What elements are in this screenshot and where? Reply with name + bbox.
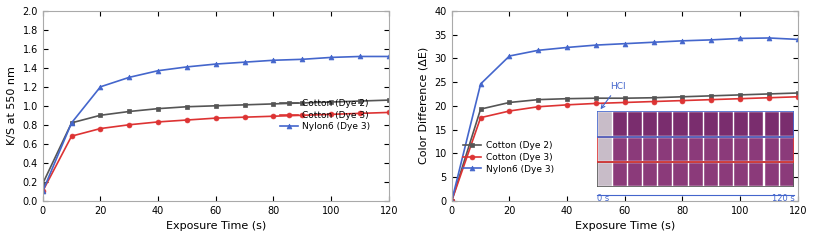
Cotton (Dye 2)	[735, 94, 745, 96]
Line: Cotton (Dye 2): Cotton (Dye 2)	[449, 90, 800, 203]
Y-axis label: Color Difference (ΔE): Color Difference (ΔE)	[419, 47, 429, 164]
Nylon6 (Dye 3)	[764, 37, 774, 40]
Cotton (Dye 2)	[67, 121, 77, 124]
Cotton (Dye 2)	[125, 110, 134, 113]
Cotton (Dye 3)	[707, 98, 716, 101]
Cotton (Dye 3)	[297, 114, 307, 117]
Nylon6 (Dye 3)	[649, 41, 659, 44]
X-axis label: Exposure Time (s): Exposure Time (s)	[575, 221, 675, 231]
Cotton (Dye 2)	[384, 99, 394, 102]
Nylon6 (Dye 3)	[355, 55, 365, 58]
Legend: Cotton (Dye 2), Cotton (Dye 3), Nylon6 (Dye 3): Cotton (Dye 2), Cotton (Dye 3), Nylon6 (…	[460, 138, 558, 177]
X-axis label: Exposure Time (s): Exposure Time (s)	[165, 221, 266, 231]
Cotton (Dye 2)	[269, 103, 278, 105]
Cotton (Dye 2)	[239, 104, 249, 106]
Line: Cotton (Dye 3): Cotton (Dye 3)	[41, 110, 392, 193]
Cotton (Dye 3)	[182, 119, 192, 121]
Cotton (Dye 2)	[562, 97, 572, 100]
Nylon6 (Dye 3)	[182, 65, 192, 68]
Cotton (Dye 2)	[153, 107, 163, 110]
Cotton (Dye 2)	[95, 114, 105, 117]
Nylon6 (Dye 3)	[38, 190, 48, 193]
Nylon6 (Dye 3)	[125, 76, 134, 79]
Cotton (Dye 3)	[620, 101, 630, 104]
Nylon6 (Dye 3)	[297, 58, 307, 61]
Nylon6 (Dye 3)	[707, 39, 716, 41]
Nylon6 (Dye 3)	[95, 85, 105, 88]
Cotton (Dye 2)	[475, 108, 485, 110]
Nylon6 (Dye 3)	[153, 69, 163, 72]
Cotton (Dye 3)	[677, 99, 687, 102]
Cotton (Dye 2)	[326, 101, 336, 104]
Line: Cotton (Dye 3): Cotton (Dye 3)	[449, 94, 800, 203]
Cotton (Dye 3)	[562, 104, 572, 106]
Cotton (Dye 3)	[505, 109, 514, 112]
Cotton (Dye 2)	[355, 100, 365, 103]
Cotton (Dye 2)	[297, 102, 307, 104]
Nylon6 (Dye 3)	[677, 40, 687, 42]
Cotton (Dye 3)	[384, 111, 394, 114]
Cotton (Dye 2)	[764, 93, 774, 95]
Cotton (Dye 3)	[153, 120, 163, 123]
Cotton (Dye 3)	[447, 199, 457, 202]
Line: Cotton (Dye 2): Cotton (Dye 2)	[41, 98, 392, 186]
Nylon6 (Dye 3)	[475, 83, 485, 85]
Cotton (Dye 2)	[620, 97, 630, 100]
Cotton (Dye 3)	[591, 102, 601, 105]
Nylon6 (Dye 3)	[735, 37, 745, 40]
Cotton (Dye 3)	[125, 123, 134, 126]
Cotton (Dye 3)	[475, 116, 485, 119]
Text: 120 s: 120 s	[772, 194, 794, 203]
Cotton (Dye 3)	[735, 97, 745, 100]
Nylon6 (Dye 3)	[533, 49, 543, 52]
Cotton (Dye 3)	[38, 190, 48, 193]
Line: Nylon6 (Dye 3): Nylon6 (Dye 3)	[41, 54, 392, 193]
Cotton (Dye 3)	[211, 117, 221, 119]
Cotton (Dye 2)	[591, 97, 601, 100]
Nylon6 (Dye 3)	[562, 46, 572, 49]
Cotton (Dye 2)	[38, 182, 48, 185]
Cotton (Dye 2)	[793, 92, 803, 94]
Cotton (Dye 3)	[67, 135, 77, 138]
Nylon6 (Dye 3)	[239, 61, 249, 64]
Cotton (Dye 3)	[533, 105, 543, 108]
Nylon6 (Dye 3)	[211, 63, 221, 65]
Nylon6 (Dye 3)	[269, 59, 278, 62]
Nylon6 (Dye 3)	[505, 55, 514, 57]
Cotton (Dye 3)	[239, 116, 249, 119]
Cotton (Dye 2)	[447, 199, 457, 202]
Cotton (Dye 3)	[793, 95, 803, 98]
Cotton (Dye 3)	[355, 112, 365, 115]
Nylon6 (Dye 3)	[793, 38, 803, 41]
Text: 0 s: 0 s	[597, 194, 610, 203]
Cotton (Dye 3)	[95, 127, 105, 130]
Cotton (Dye 2)	[533, 98, 543, 101]
Cotton (Dye 2)	[211, 104, 221, 107]
Cotton (Dye 2)	[505, 101, 514, 104]
Nylon6 (Dye 3)	[447, 199, 457, 202]
Legend: Cotton (Dye 2), Cotton (Dye 3), Nylon6 (Dye 3): Cotton (Dye 2), Cotton (Dye 3), Nylon6 (…	[276, 95, 374, 135]
Cotton (Dye 3)	[326, 113, 336, 116]
Cotton (Dye 3)	[269, 115, 278, 118]
Cotton (Dye 2)	[677, 95, 687, 98]
Cotton (Dye 2)	[649, 96, 659, 99]
Y-axis label: K/S at 550 nm: K/S at 550 nm	[7, 66, 17, 145]
Cotton (Dye 2)	[707, 94, 716, 97]
Cotton (Dye 2)	[182, 105, 192, 108]
Cotton (Dye 3)	[764, 96, 774, 99]
Nylon6 (Dye 3)	[67, 121, 77, 124]
Nylon6 (Dye 3)	[326, 56, 336, 59]
Nylon6 (Dye 3)	[620, 42, 630, 45]
Nylon6 (Dye 3)	[591, 44, 601, 46]
Line: Nylon6 (Dye 3): Nylon6 (Dye 3)	[449, 35, 800, 203]
Cotton (Dye 3)	[649, 100, 659, 103]
Text: HCl: HCl	[602, 82, 626, 108]
Nylon6 (Dye 3)	[384, 55, 394, 58]
